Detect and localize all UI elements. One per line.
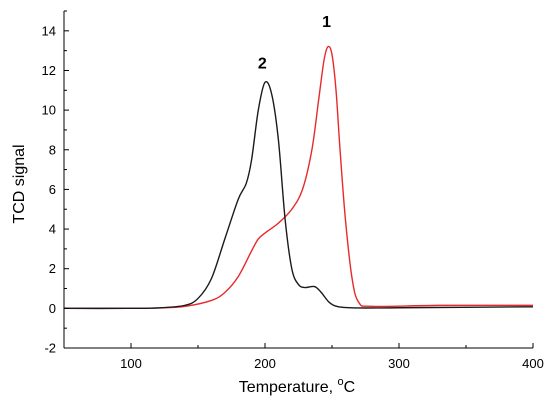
y-tick-label: 10 [42, 103, 56, 118]
series-1-label: 1 [322, 14, 331, 31]
series-1-line [63, 45, 534, 310]
x-tick-label: 400 [522, 356, 544, 371]
y-tick-label: 14 [42, 23, 56, 38]
y-axis: -2 0 2 4 6 8 10 12 14 [42, 10, 69, 356]
x-tick-label: 300 [388, 356, 410, 371]
x-axis-title-degree: o [338, 376, 344, 388]
series-labels: 12 [258, 14, 331, 73]
series-2-label: 2 [258, 55, 267, 72]
x-axis: 100 200 300 400 [63, 343, 544, 371]
x-tick-label: 200 [254, 356, 276, 371]
plot-lines [63, 45, 534, 310]
x-axis-title: Temperature, oC [239, 376, 355, 396]
x-axis-title-main: Temperature, [239, 379, 338, 396]
y-tick-label: 8 [49, 142, 56, 157]
y-tick-label: 4 [49, 222, 56, 237]
y-tick-label: 12 [42, 63, 56, 78]
x-tick-label: 100 [120, 356, 142, 371]
y-tick-label: 0 [49, 301, 56, 316]
x-axis-title-unit: C [344, 379, 356, 396]
y-tick-label: 2 [49, 261, 56, 276]
y-axis-title: TCD signal [11, 144, 28, 223]
series-2-line [63, 81, 534, 310]
y-tick-label: -2 [44, 341, 56, 356]
y-tick-label: 6 [49, 182, 56, 197]
